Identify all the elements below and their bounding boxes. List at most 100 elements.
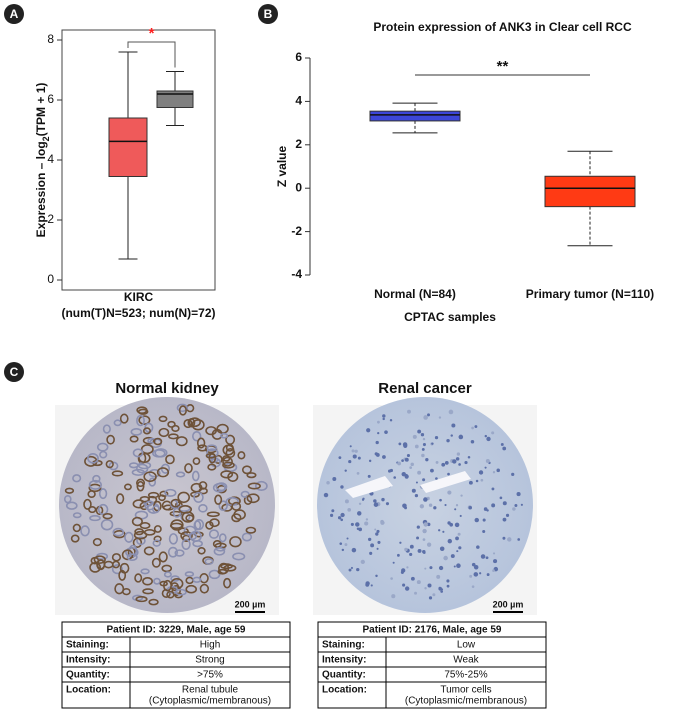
- tubule: [178, 405, 187, 416]
- nucleus: [458, 463, 461, 466]
- box: [369, 110, 461, 122]
- nucleus: [428, 596, 433, 600]
- tubule: [80, 525, 90, 537]
- nucleus: [398, 442, 402, 446]
- nucleus: [423, 497, 428, 502]
- tubule: [206, 448, 219, 458]
- nucleus: [454, 508, 457, 511]
- y-tick-label: 8: [47, 32, 54, 46]
- tubule: [139, 522, 151, 530]
- nucleus: [422, 437, 426, 441]
- nucleus: [323, 492, 329, 498]
- tubule: [132, 448, 144, 458]
- y-tick-label: -2: [291, 224, 302, 238]
- nucleus: [341, 548, 345, 552]
- tubule: [205, 452, 216, 459]
- nucleus: [438, 416, 442, 419]
- tubule: [112, 527, 125, 537]
- nucleus: [464, 460, 468, 465]
- tubule: [136, 480, 145, 492]
- tubule: [247, 482, 261, 490]
- tubule: [240, 490, 250, 498]
- tubule: [129, 435, 139, 443]
- image-title: Normal kidney: [115, 380, 219, 397]
- tubule: [102, 513, 113, 520]
- nucleus: [350, 566, 353, 569]
- nucleus: [491, 431, 495, 435]
- chart-title: Protein expression of ANK3 in Clear cell…: [373, 20, 632, 34]
- table-title: Patient ID: 3229, Male, age 59: [107, 625, 246, 636]
- nucleus: [425, 458, 429, 462]
- tubule: [225, 434, 236, 445]
- tubule: [140, 568, 150, 575]
- nucleus: [444, 503, 447, 507]
- y-tick-label: 6: [295, 50, 302, 64]
- nucleus: [370, 584, 373, 587]
- tubule: [193, 491, 204, 503]
- tubule: [209, 518, 220, 528]
- tubule: [237, 451, 246, 460]
- tubule: [198, 503, 208, 513]
- nucleus: [338, 456, 342, 460]
- nucleus: [416, 580, 421, 585]
- tubule: [246, 493, 260, 504]
- nucleus: [492, 471, 496, 474]
- nucleus: [340, 485, 344, 489]
- nucleus: [491, 487, 495, 491]
- panel-badge: [4, 362, 24, 382]
- nucleus: [435, 460, 439, 464]
- nucleus: [455, 536, 459, 541]
- tubule: [222, 444, 235, 456]
- tubule: [181, 538, 191, 550]
- nucleus: [337, 516, 342, 520]
- tubule: [231, 513, 242, 523]
- x-axis-label: (num(T)N=523; num(N)=72): [61, 306, 215, 320]
- nucleus: [502, 446, 507, 451]
- nucleus: [340, 518, 344, 522]
- nucleus: [414, 444, 419, 449]
- nucleus: [456, 563, 461, 568]
- nucleus: [455, 457, 460, 461]
- tubule: [165, 454, 175, 465]
- row-label: Staining:: [66, 640, 109, 651]
- y-tick-label: 4: [295, 94, 302, 108]
- tubule: [208, 569, 221, 580]
- tubule: [215, 482, 228, 492]
- tubule: [135, 596, 148, 603]
- nucleus: [476, 545, 480, 549]
- nucleus: [426, 542, 432, 547]
- nucleus: [412, 434, 417, 439]
- nucleus: [339, 542, 343, 545]
- nucleus: [441, 462, 446, 467]
- nucleus: [473, 572, 479, 577]
- nucleus: [365, 518, 369, 521]
- nucleus: [484, 434, 488, 438]
- nucleus: [423, 522, 428, 527]
- nucleus: [351, 449, 355, 453]
- tubule: [171, 584, 181, 597]
- tubule: [171, 424, 180, 433]
- tubule: [153, 525, 162, 533]
- sig-mark: **: [497, 58, 509, 75]
- nucleus: [431, 442, 434, 445]
- tubule: [177, 527, 189, 535]
- tubule: [158, 494, 166, 502]
- nucleus: [428, 503, 433, 507]
- tubule: [106, 434, 115, 445]
- tubule: [83, 498, 92, 510]
- nucleus: [486, 436, 491, 442]
- box: [544, 175, 636, 208]
- nucleus: [512, 507, 516, 511]
- tubule: [167, 546, 179, 558]
- tubule: [111, 553, 122, 562]
- tubule: [93, 555, 106, 564]
- nucleus: [502, 536, 506, 540]
- nucleus: [471, 585, 475, 588]
- nucleus: [485, 458, 490, 463]
- nucleus: [344, 543, 348, 546]
- tubule: [191, 470, 200, 482]
- nucleus: [457, 532, 461, 536]
- tubule: [134, 573, 143, 583]
- tubule: [114, 583, 125, 595]
